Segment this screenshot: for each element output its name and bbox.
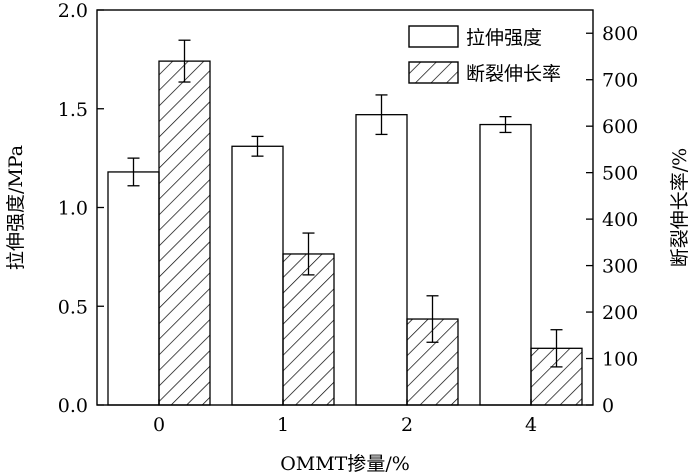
legend: 拉伸强度 断裂伸长率	[408, 25, 561, 85]
right-axis-title: 断裂伸长率/%	[669, 148, 691, 267]
bar-elongation-0	[158, 60, 211, 406]
right-tick-label: 0	[602, 395, 614, 417]
error-bar-elongation-4	[550, 329, 563, 368]
error-bar-elongation-2	[426, 295, 439, 343]
left-tick-label: 2.0	[58, 0, 88, 22]
right-tick-label: 200	[602, 302, 638, 324]
right-tick-label: 300	[602, 256, 638, 278]
error-bar-tensile-strength-4	[499, 116, 512, 134]
x-tick-label-2: 2	[401, 414, 413, 436]
error-bar-elongation-0	[178, 39, 191, 83]
legend-swatch-tensile-strength	[408, 25, 459, 48]
error-bars-layer	[127, 39, 563, 368]
x-tick-label-1: 1	[277, 414, 289, 436]
legend-swatch-elongation	[408, 61, 459, 84]
legend-label-elongation: 断裂伸长率	[466, 63, 561, 85]
left-tick-label: 1.0	[58, 198, 88, 220]
bar-tensile-strength-1	[231, 145, 284, 406]
bar-tensile-strength-4	[479, 123, 532, 406]
right-axis-ticks: 0 100 200 300 400 500 600 700 800	[586, 23, 638, 417]
error-bar-tensile-strength-2	[375, 94, 388, 136]
right-tick-label: 600	[602, 116, 638, 138]
right-tick-label: 700	[602, 70, 638, 92]
x-tick-label-4: 4	[525, 414, 537, 436]
left-axis-title: 拉伸强度/MPa	[5, 145, 27, 270]
legend-label-tensile-strength: 拉伸强度	[466, 27, 542, 49]
x-axis-ticks: 0 1 2 4	[153, 399, 537, 436]
bar-elongation-1	[282, 253, 335, 406]
right-tick-label: 500	[602, 163, 638, 185]
left-tick-label: 0.0	[58, 395, 88, 417]
x-axis-title: OMMT掺量/%	[280, 453, 410, 475]
left-axis-ticks: 0.0 0.5 1.0 1.5 2.0	[58, 0, 104, 417]
x-tick-label-0: 0	[153, 414, 165, 436]
left-tick-label: 0.5	[58, 296, 88, 318]
error-bar-tensile-strength-1	[251, 135, 264, 157]
right-tick-label: 100	[602, 349, 638, 371]
right-tick-label: 800	[602, 23, 638, 45]
error-bar-tensile-strength-0	[127, 157, 140, 187]
error-bar-elongation-1	[302, 232, 315, 276]
bar-tensile-strength-2	[355, 114, 408, 406]
bar-tensile-strength-0	[107, 171, 160, 406]
right-tick-label: 400	[602, 209, 638, 231]
bars-layer	[107, 60, 583, 406]
left-tick-label: 1.5	[58, 99, 88, 121]
